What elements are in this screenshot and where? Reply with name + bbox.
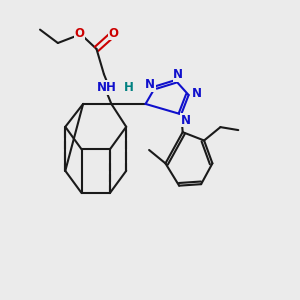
- Text: O: O: [109, 27, 119, 40]
- Text: H: H: [124, 81, 134, 94]
- Text: O: O: [74, 27, 84, 40]
- Text: N: N: [173, 68, 183, 81]
- Text: N: N: [145, 78, 155, 91]
- Text: NH: NH: [97, 81, 117, 94]
- Text: N: N: [192, 87, 202, 100]
- Text: N: N: [181, 114, 191, 127]
